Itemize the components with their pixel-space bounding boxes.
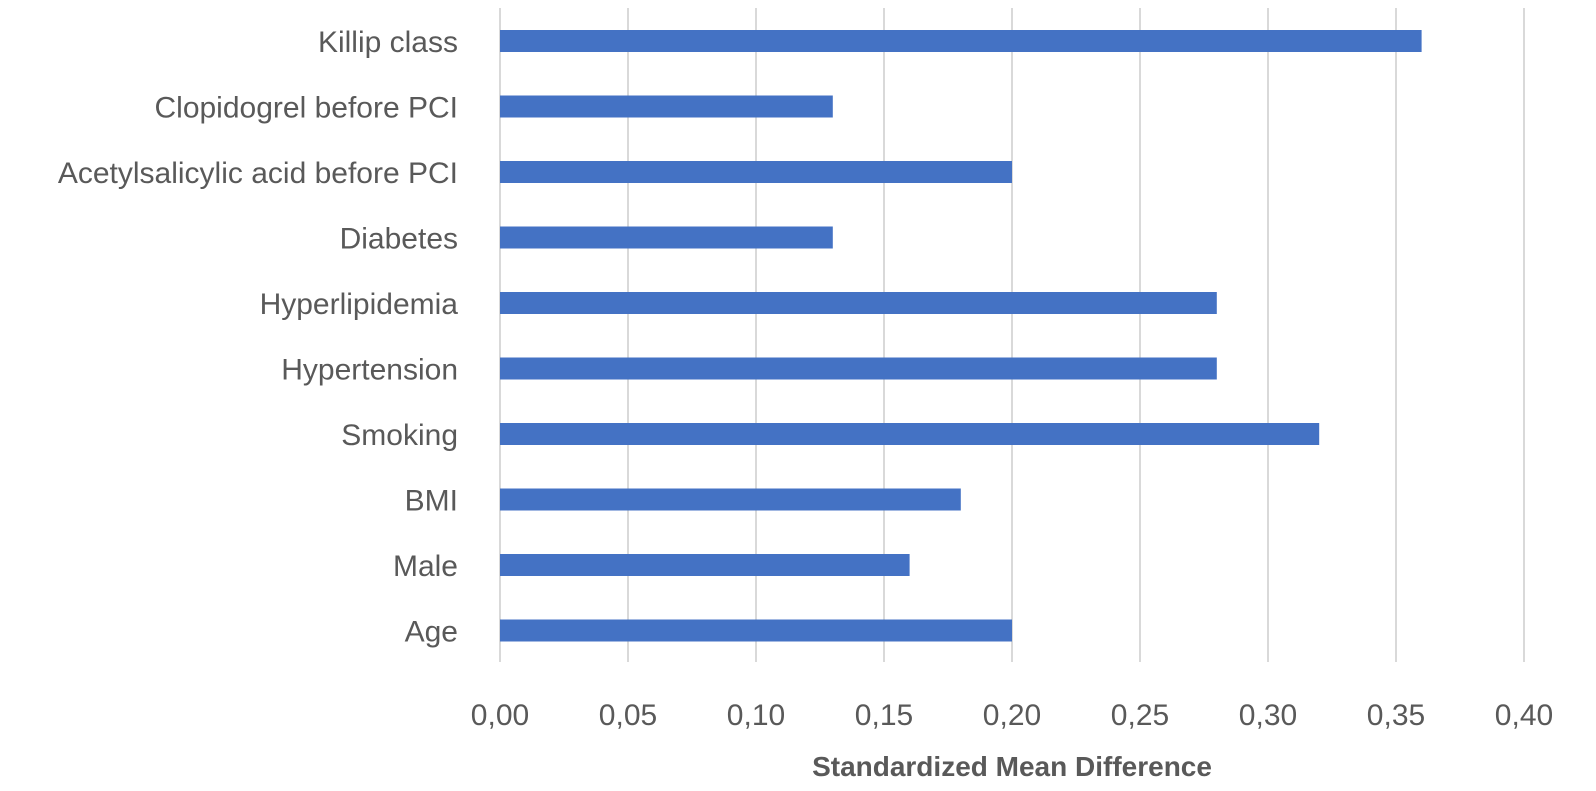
x-tick-label: 0,00 xyxy=(471,699,529,732)
category-label: Male xyxy=(393,550,458,583)
bar xyxy=(500,423,1320,445)
x-tick-label: 0,05 xyxy=(599,699,657,732)
category-label: Diabetes xyxy=(340,223,458,256)
bar xyxy=(500,357,1217,380)
x-tick-label: 0,35 xyxy=(1367,699,1425,732)
category-label: Smoking xyxy=(341,419,458,452)
bar xyxy=(500,226,833,249)
category-labels: Killip class Clopidogrel before PCI Acetyl… xyxy=(58,26,458,649)
category-label: Acetylsalicylic acid before PCI xyxy=(58,157,458,190)
category-label: Clopidogrel before PCI xyxy=(154,92,458,125)
bar xyxy=(500,488,961,511)
category-label: BMI xyxy=(405,485,458,518)
x-tick-label: 0,15 xyxy=(855,699,913,732)
x-tick-label: 0,20 xyxy=(983,699,1041,732)
bar xyxy=(500,161,1012,183)
bar xyxy=(500,619,1012,642)
category-label: Age xyxy=(405,616,458,649)
x-tick-label: 0,30 xyxy=(1239,699,1297,732)
category-label: Hypertension xyxy=(281,354,458,387)
category-label: Killip class xyxy=(318,26,458,59)
bar xyxy=(500,95,833,118)
x-tick-label: 0,10 xyxy=(727,699,785,732)
x-tick-label: 0,25 xyxy=(1111,699,1169,732)
x-tick-labels: 0,00 0,05 0,10 0,15 0,20 0,25 0,30 0,35 0,40 xyxy=(471,699,1553,732)
category-label: Hyperlipidemia xyxy=(260,288,459,321)
x-axis-label: Standardized Mean Difference xyxy=(812,751,1212,782)
bar xyxy=(500,554,910,576)
bar xyxy=(500,292,1217,314)
bar xyxy=(500,30,1422,52)
x-tick-label: 0,40 xyxy=(1495,699,1553,732)
bars xyxy=(500,30,1422,642)
